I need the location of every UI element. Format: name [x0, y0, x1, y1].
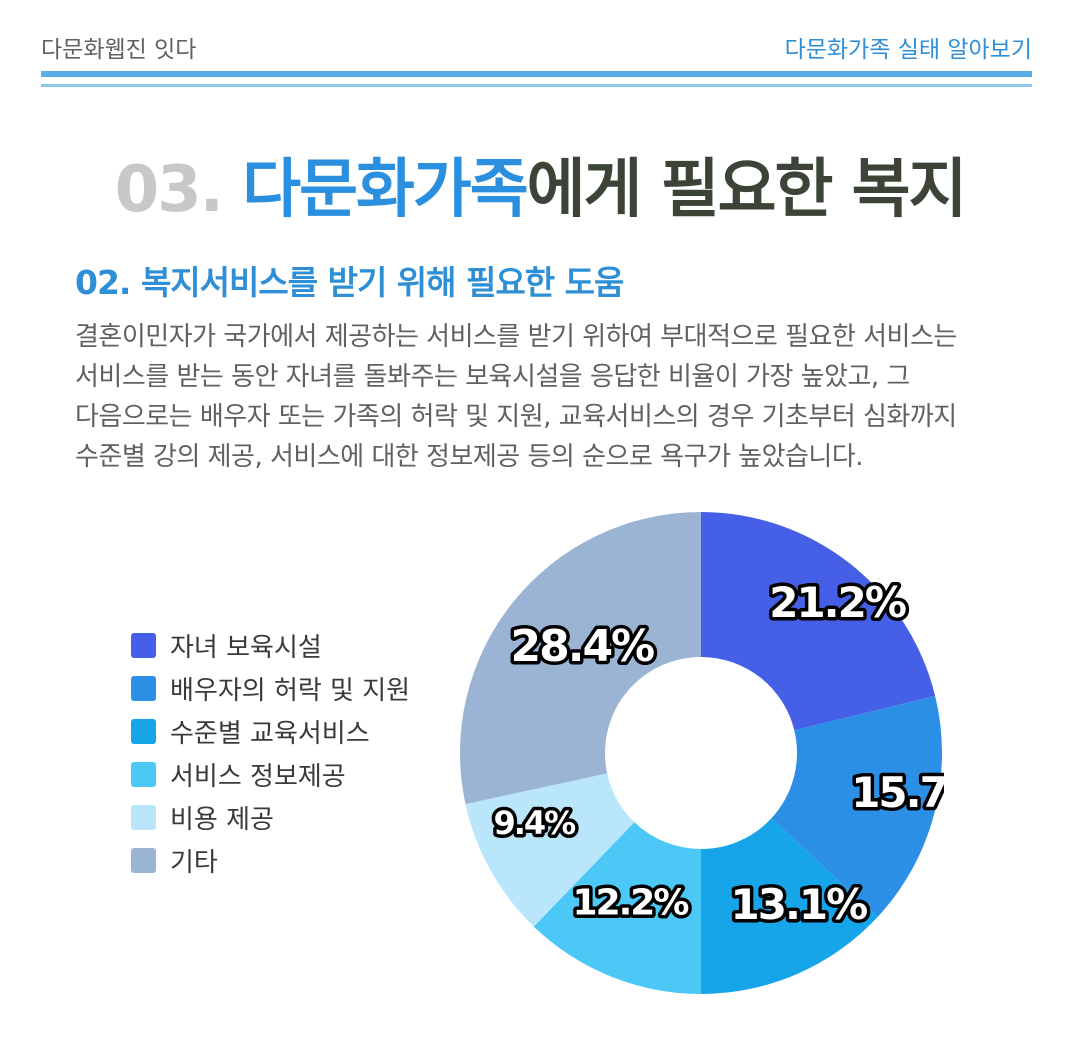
series-title: 다문화가족 실태 알아보기 — [784, 37, 1032, 63]
legend-swatch — [131, 719, 156, 744]
header: 다문화웹진 잇다 다문화가족 실태 알아보기 — [41, 26, 1032, 66]
title-highlight: 다문화가족 — [242, 153, 528, 227]
legend-item: 기타 — [131, 839, 410, 882]
donut-slice — [533, 822, 701, 994]
section-title: 02. 복지서비스를 받기 위해 필요한 도움 — [75, 263, 624, 302]
legend-label: 자녀 보육시설 — [170, 633, 322, 663]
legend-label: 기타 — [170, 848, 218, 878]
slice-value-label: 21.2% — [769, 578, 906, 627]
legend-label: 서비스 정보제공 — [170, 762, 346, 792]
donut-slice — [465, 773, 635, 927]
slice-value-label: 28.4% — [511, 621, 655, 672]
section-body: 결혼이민자가 국가에서 제공하는 서비스를 받기 위하여 부대적으로 필요한 서… — [75, 322, 957, 472]
legend-label: 비용 제공 — [170, 805, 274, 835]
legend-item: 자녀 보육시설 — [131, 624, 410, 667]
slice-value-label: 15.7% — [851, 768, 944, 817]
legend-swatch — [131, 805, 156, 830]
slice-value-label: 12.2% — [573, 882, 689, 923]
title-number: 03. — [114, 153, 224, 227]
legend-label: 배우자의 허락 및 지원 — [170, 676, 411, 706]
donut-slice — [701, 818, 878, 994]
donut-slice — [701, 512, 936, 731]
legend-swatch — [131, 848, 156, 873]
legend-item: 배우자의 허락 및 지원 — [131, 667, 410, 710]
donut-chart: 21.2% 15.7% 13.1% 12.2% 9.4% 28.4% — [460, 512, 944, 994]
title-rest: 에게 필요한 복지 — [526, 153, 968, 227]
donut-slice — [771, 696, 942, 917]
header-divider-thin — [41, 84, 1032, 87]
brand-name: 다문화웹진 잇다 — [41, 37, 197, 63]
legend-item: 비용 제공 — [131, 796, 410, 839]
header-divider — [41, 71, 1032, 77]
legend-item: 수준별 교육서비스 — [131, 710, 410, 753]
legend-item: 서비스 정보제공 — [131, 753, 410, 796]
legend-swatch — [131, 633, 156, 658]
slice-value-label: 13.1% — [731, 880, 868, 929]
legend-swatch — [131, 676, 156, 701]
donut-slice — [460, 512, 701, 805]
legend-swatch — [131, 762, 156, 787]
slice-value-label: 9.4% — [493, 804, 576, 842]
legend-label: 수준별 교육서비스 — [170, 719, 370, 749]
page-title: 03. 다문화가족에게 필요한 복지 — [0, 138, 1080, 230]
